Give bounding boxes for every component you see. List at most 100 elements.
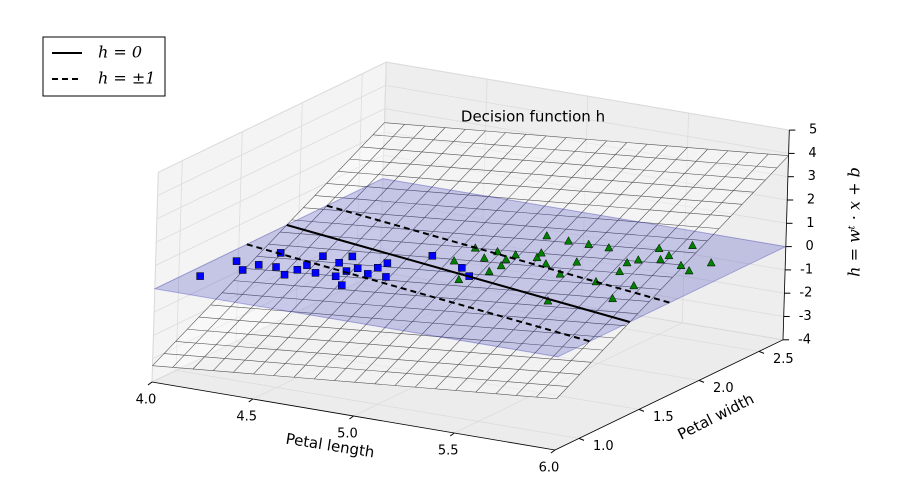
grid-line [156, 131, 385, 243]
point [615, 266, 625, 276]
point [604, 242, 614, 252]
point [676, 260, 686, 269]
point [449, 256, 459, 265]
mesh-line [455, 147, 688, 391]
point [542, 230, 552, 240]
point [511, 249, 521, 259]
mesh-line [326, 183, 731, 217]
grid-line [381, 224, 785, 294]
point [348, 252, 357, 261]
point [232, 257, 241, 265]
marks [196, 204, 716, 343]
y-axis-label: Petal width [675, 390, 757, 444]
grid-line [384, 108, 788, 178]
surface-mesh [152, 122, 789, 400]
grid-line [386, 61, 790, 131]
point [374, 263, 382, 272]
grid-line [151, 271, 381, 383]
mesh-line [268, 243, 673, 278]
point [484, 266, 494, 275]
z-tick-label: 0 [806, 239, 814, 254]
z-tick-label: -4 [798, 332, 811, 347]
z-tick-label: 1 [806, 216, 814, 231]
y-tick-label: 2.5 [773, 352, 794, 367]
z-tick-label: 3 [808, 169, 816, 184]
grid-line [454, 322, 683, 434]
grid-line [379, 62, 387, 272]
y-tick [698, 379, 705, 383]
point [338, 281, 346, 289]
x-tick [147, 381, 153, 386]
legend-label: h = 0 [98, 43, 142, 62]
legend-label: h = ±1 [98, 69, 155, 88]
y-tick [578, 437, 585, 441]
mesh-line [536, 153, 769, 398]
mesh-line [152, 365, 557, 400]
point [311, 269, 320, 277]
point [536, 248, 546, 257]
grid-line [175, 370, 580, 439]
mesh-line [384, 122, 789, 157]
mesh-line [349, 158, 754, 193]
point [293, 266, 302, 274]
point [622, 257, 632, 267]
grid-line [156, 108, 386, 220]
mesh-line [372, 134, 777, 169]
point [496, 260, 506, 270]
point [272, 263, 280, 271]
x-tick-label: 6.0 [539, 461, 560, 476]
x-tick-label: 5.0 [337, 427, 358, 442]
grid-line [157, 85, 386, 196]
z-tick-label: 4 [808, 146, 816, 161]
point [331, 272, 340, 281]
point [684, 265, 694, 275]
point [688, 240, 697, 249]
y-tick [758, 350, 765, 354]
point [608, 293, 618, 303]
z-axis-label: h = wᵗ · x + b [845, 167, 864, 277]
grid-line [581, 96, 589, 306]
point [342, 267, 351, 275]
point [541, 258, 551, 268]
z-tick-label: 5 [809, 123, 817, 138]
grid-line [379, 271, 784, 341]
mesh-line [475, 148, 708, 393]
legend-box [42, 36, 166, 97]
x-tick-label: 4.0 [136, 393, 157, 408]
mesh-line [291, 219, 696, 254]
grid-line [153, 224, 382, 336]
point [454, 274, 464, 284]
point [572, 257, 582, 266]
point [364, 270, 372, 278]
point [280, 270, 289, 279]
y-tick [638, 408, 645, 412]
z-tick-label: -1 [800, 262, 813, 277]
mesh-line [361, 146, 766, 181]
mesh-line [435, 145, 668, 390]
point [319, 252, 327, 260]
point [382, 273, 390, 281]
point [353, 264, 362, 273]
point [479, 253, 489, 262]
mesh-line [303, 207, 708, 242]
grid-line [158, 61, 387, 173]
grid-line [380, 248, 784, 317]
x-axis-label: Petal length [284, 430, 375, 462]
x-tick [349, 415, 354, 420]
y-tick-label: 1.5 [653, 410, 674, 425]
axes: 4.0 4.5 5.0 5.5 6.0 1.0 1.5 2.0 2.5 -4 -3 -2 -1 0 1 2 3 4… [136, 123, 818, 476]
point [654, 243, 664, 252]
mesh-line [414, 143, 648, 388]
point [706, 257, 716, 267]
mesh-line [495, 150, 729, 394]
point [428, 252, 437, 260]
x-tick-label: 5.5 [438, 444, 459, 459]
legend: h = 0 h = ±1 [42, 36, 166, 97]
mesh-line [314, 195, 719, 229]
mesh-line [338, 170, 743, 205]
grid-line [155, 154, 384, 266]
point [629, 280, 639, 290]
mesh-line [394, 142, 628, 386]
point [555, 269, 565, 278]
